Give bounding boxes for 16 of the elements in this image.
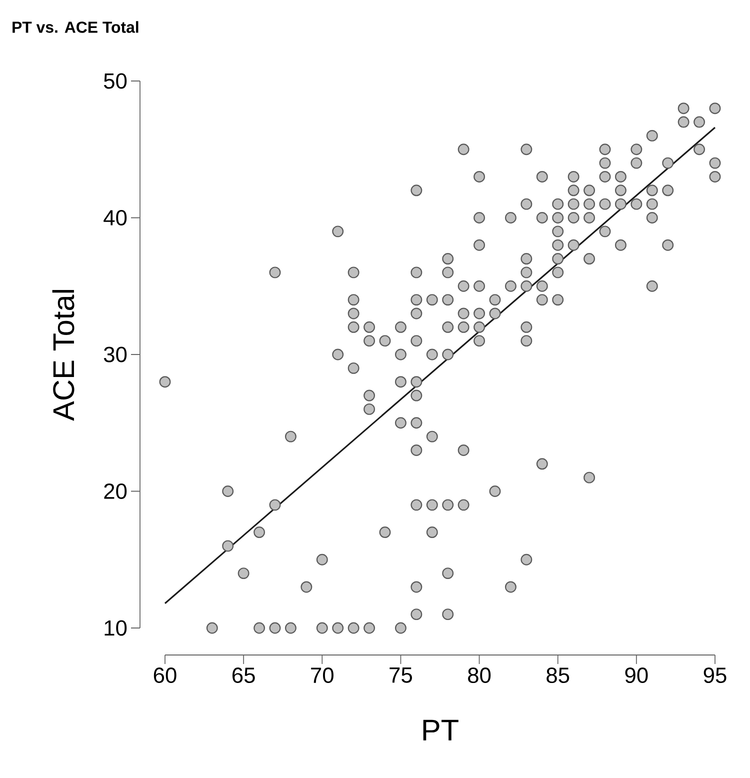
x-axis-title: PT: [423, 720, 458, 740]
chart-title: PT vs. ACE Total: [12, 21, 138, 33]
y-tick-label: 10: [104, 620, 127, 636]
y-tick-label: 20: [104, 483, 127, 500]
x-tick-label: 80: [468, 668, 491, 684]
x-tick-label: 65: [232, 668, 255, 684]
x-tick-label: 75: [390, 668, 412, 683]
y-tick-label: 50: [104, 73, 127, 89]
x-tick-label: 60: [154, 668, 176, 684]
y-tick-label: 40: [104, 210, 127, 226]
x-tick-label: 70: [311, 668, 334, 684]
x-tick-label: 85: [546, 668, 570, 684]
x-tick-label: 95: [704, 668, 726, 684]
x-tick-label: 90: [625, 668, 648, 684]
y-tick-label: 30: [104, 346, 127, 362]
y-axis-title: ACE Total: [52, 290, 74, 421]
